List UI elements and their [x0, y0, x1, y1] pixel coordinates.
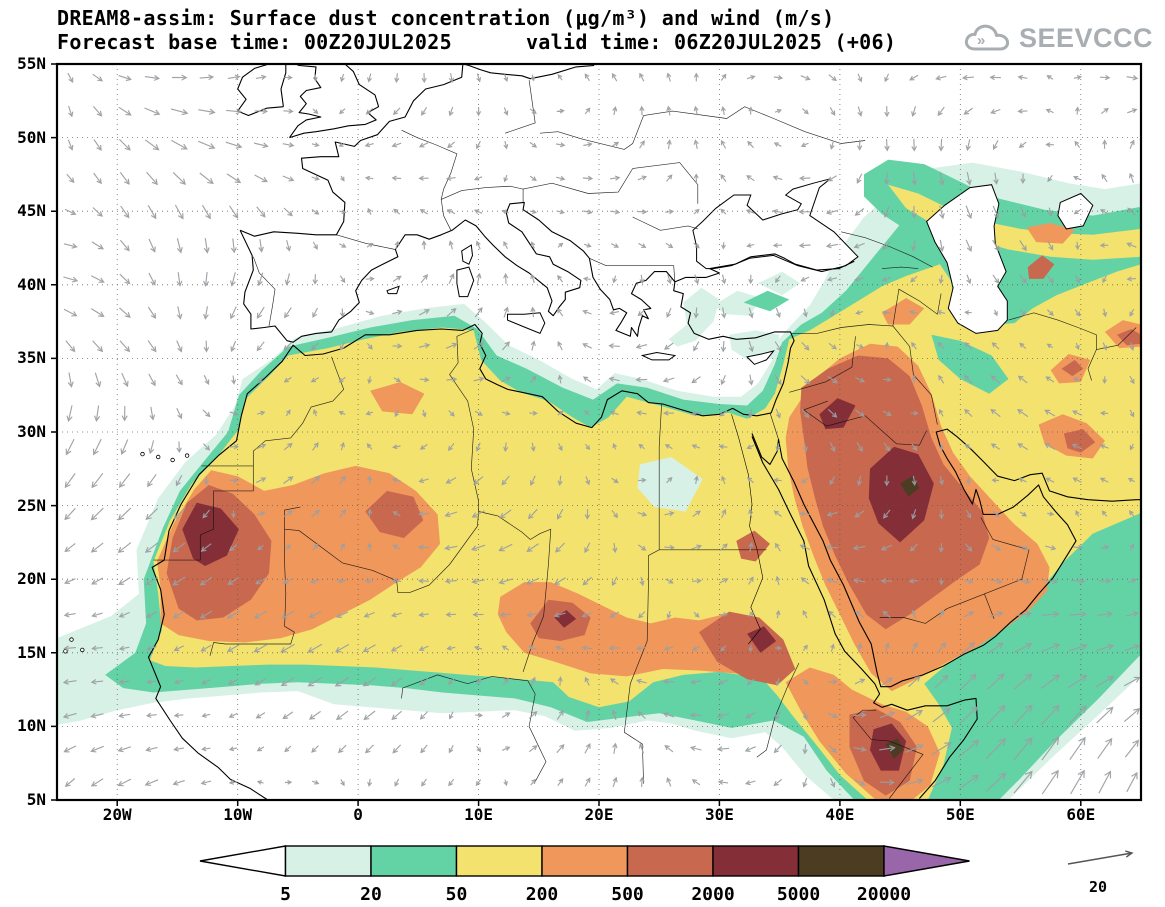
colorbar-segment [455, 845, 543, 877]
cloud-icon: » [964, 24, 1009, 51]
wind-reference-value: 20 [1089, 878, 1107, 896]
chart-title: DREAM8-assim: Surface dust concentration… [57, 6, 835, 30]
forecast-times: Forecast base time: 00Z20JUL2025 valid t… [57, 30, 897, 54]
wind-reference-arrow [1067, 850, 1134, 865]
lat-tick-label: 5N [26, 790, 46, 809]
dust-concentration-map [51, 62, 1143, 806]
svg-text:»: » [977, 32, 985, 49]
lon-tick-label: 50E [945, 805, 975, 824]
lon-tick-label: 40E [825, 805, 855, 824]
colorbar-label: 5000 [777, 884, 820, 905]
colorbar-label: 50 [446, 884, 468, 905]
lat-tick-label: 55N [17, 54, 46, 73]
colorbar-segment [712, 845, 800, 877]
colorbar-label: 500 [611, 884, 644, 905]
lat-tick-label: 25N [17, 495, 46, 515]
colorbar-legend: 5 20 50 200 500 2000 5000 20000 20 [199, 845, 1134, 905]
colorbar-right-arrow [883, 845, 970, 877]
lat-tick-label: 20N [17, 569, 46, 589]
logo-text: SEEVCCC [1018, 22, 1153, 53]
colorbar-segment [797, 845, 885, 877]
colorbar-segment [370, 845, 458, 877]
lat-tick-label: 35N [17, 348, 46, 368]
lon-tick-label: 30E [704, 805, 734, 824]
lat-tick-label: 45N [17, 201, 46, 221]
lon-tick-label: 20W [102, 805, 132, 824]
lon-tick-label: 0 [353, 805, 363, 824]
colorbar-label: 200 [526, 884, 559, 905]
lon-tick-label: 60E [1066, 805, 1096, 824]
colorbar-label: 5 [280, 884, 291, 905]
lon-tick-label: 20E [584, 805, 614, 824]
lon-tick-label: 10E [464, 805, 493, 824]
colorbar-label: 2000 [691, 884, 734, 905]
colorbar-segment [284, 845, 372, 877]
seevccc-logo: » SEEVCCC [962, 20, 1153, 56]
lon-tick-label: 10W [223, 805, 253, 824]
colorbar-segment [541, 845, 629, 877]
colorbar-label: 20000 [857, 884, 911, 905]
lat-tick-label: 30N [17, 422, 46, 441]
colorbar-segment [626, 845, 714, 877]
lat-tick-label: 50N [17, 127, 46, 147]
lat-tick-label: 10N [17, 716, 46, 736]
colorbar-left-arrow [199, 845, 287, 877]
wind-vectors [62, 72, 1141, 795]
lat-tick-label: 40N [17, 274, 46, 294]
lat-tick-label: 15N [17, 642, 46, 662]
colorbar-label: 20 [360, 884, 382, 905]
